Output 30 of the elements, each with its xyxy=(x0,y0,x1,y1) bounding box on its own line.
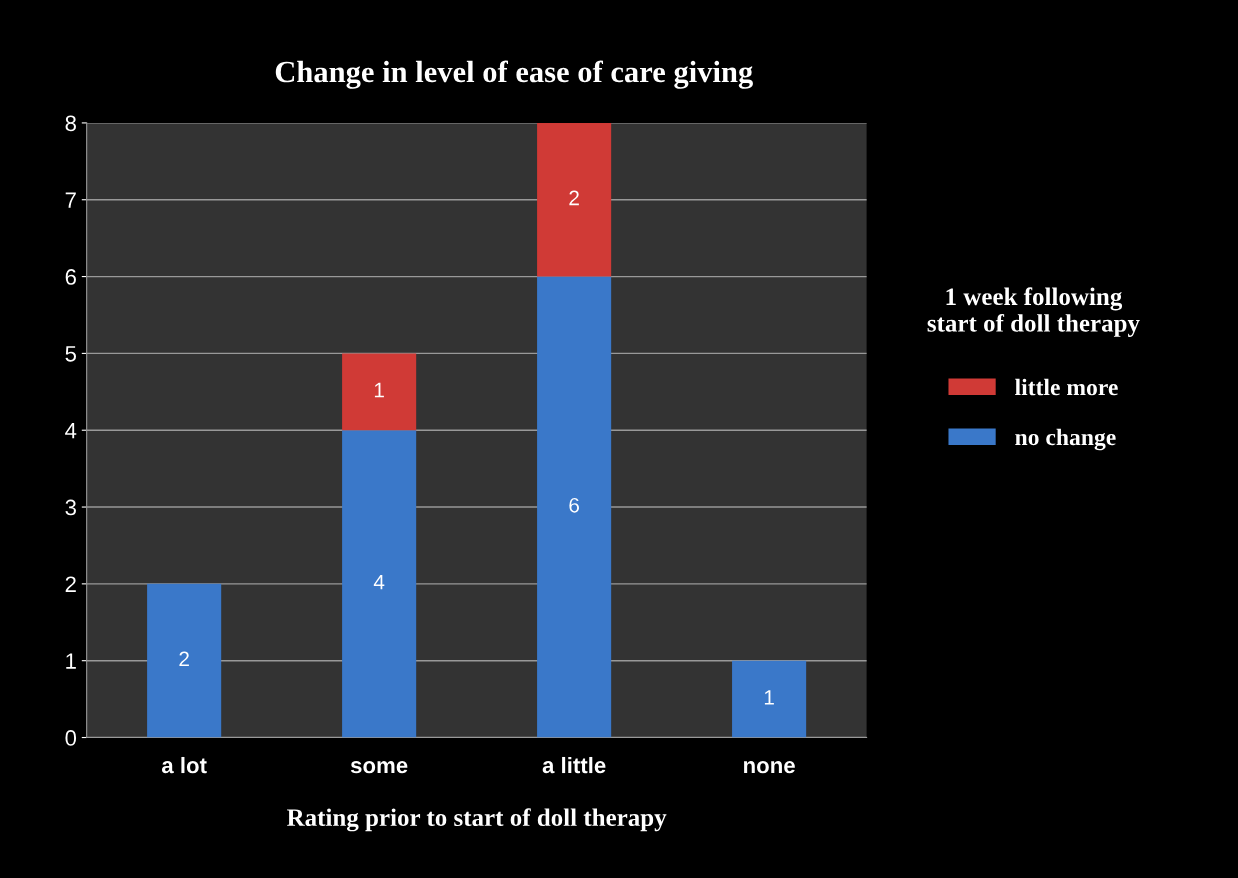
bar xyxy=(342,430,417,738)
data-label: 6 xyxy=(569,497,579,513)
y-tick-label: 1 xyxy=(66,653,76,669)
legend-label: no change xyxy=(1015,428,1116,451)
data-label: 4 xyxy=(373,574,385,590)
y-tick-label: 0 xyxy=(65,730,77,746)
y-tick-label: 3 xyxy=(65,499,76,516)
bar xyxy=(732,660,807,738)
bar xyxy=(342,353,417,431)
data-label: 1 xyxy=(764,690,774,705)
legend-label: little more xyxy=(1015,378,1118,396)
chart-title: Change in level of ease of care giving xyxy=(275,60,753,89)
bar xyxy=(147,583,222,738)
bar xyxy=(537,276,612,738)
bar xyxy=(537,122,612,277)
y-tick-label: 6 xyxy=(65,269,76,285)
x-tick-label: some xyxy=(350,761,408,774)
y-tick-label: 2 xyxy=(65,576,76,592)
x-tick-label: none xyxy=(744,761,795,774)
y-tick-label: 7 xyxy=(65,192,76,208)
x-tick-label: a little xyxy=(542,756,606,774)
y-tick-label: 5 xyxy=(65,346,77,362)
data-label: 1 xyxy=(374,382,384,398)
x-tick-label: a lot xyxy=(161,756,207,774)
data-label: 2 xyxy=(179,651,189,667)
y-tick-label: 8 xyxy=(65,115,76,132)
data-label: 2 xyxy=(569,190,579,206)
x-axis-title: Rating prior to start of doll therapy xyxy=(287,808,667,832)
legend-title: 1 week following start of doll therapy xyxy=(927,287,1140,337)
y-tick-label: 4 xyxy=(65,422,77,439)
